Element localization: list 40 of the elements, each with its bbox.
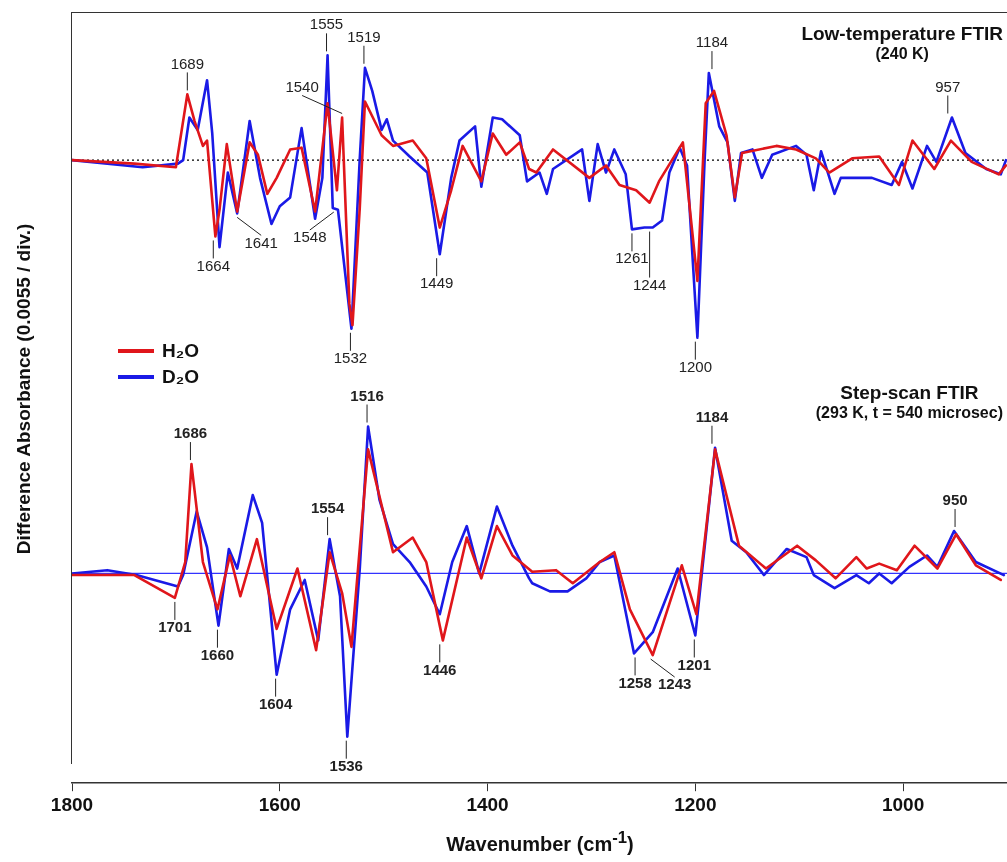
annotation: 1446 <box>423 660 457 678</box>
chart-subtitle: (293 K, t = 540 microsec) <box>815 404 1003 422</box>
annotation: 1660 <box>200 645 235 663</box>
annotation: 957 <box>935 77 961 95</box>
x-tick-label: 1200 <box>674 793 717 815</box>
annotation: 1604 <box>258 694 293 712</box>
annotation: 950 <box>942 491 968 509</box>
chart-title: Low-temperature FTIR <box>801 23 1003 45</box>
y-axis-title: Difference Absorbance (0.0055 / div.) <box>13 223 35 555</box>
annotation: 1184 <box>695 33 729 51</box>
annotation: 1258 <box>618 673 652 691</box>
chart-subtitle: (240 K) <box>874 45 930 63</box>
legend-label: H₂O <box>162 340 199 362</box>
x-tick-label: 1800 <box>50 793 94 815</box>
annotation: 1686 <box>173 424 208 442</box>
annotation: 1548 <box>293 228 327 246</box>
annotation: 1516 <box>350 386 384 404</box>
x-tick-label: 1000 <box>881 793 925 815</box>
x-tick-label: 1400 <box>466 793 509 815</box>
x-axis-title: Wavenumber (cm$^{-1}$) <box>446 828 634 856</box>
annotation: 1701 <box>158 618 192 636</box>
annotation: 1200 <box>678 357 713 375</box>
chart-title: Step-scan FTIR <box>839 382 980 404</box>
annotation: 1201 <box>677 655 711 673</box>
legend-label: D₂O <box>162 366 199 388</box>
x-tick-label: 1600 <box>258 793 301 815</box>
annotation: 1540 <box>285 77 319 95</box>
annotation: 1519 <box>347 27 381 45</box>
annotation: 1243 <box>657 675 692 693</box>
annotation: 1532 <box>333 348 368 366</box>
annotation: 1555 <box>309 15 344 33</box>
annotation: 1536 <box>329 756 363 774</box>
annotation: 1689 <box>170 54 204 72</box>
annotation: 1664 <box>196 256 230 274</box>
annotation: 1641 <box>244 233 278 251</box>
annotation: 1554 <box>310 499 345 517</box>
annotation: 1184 <box>695 407 729 425</box>
annotation: 1261 <box>615 249 649 267</box>
annotation: 1449 <box>419 274 454 292</box>
annotation: 1244 <box>632 275 667 293</box>
